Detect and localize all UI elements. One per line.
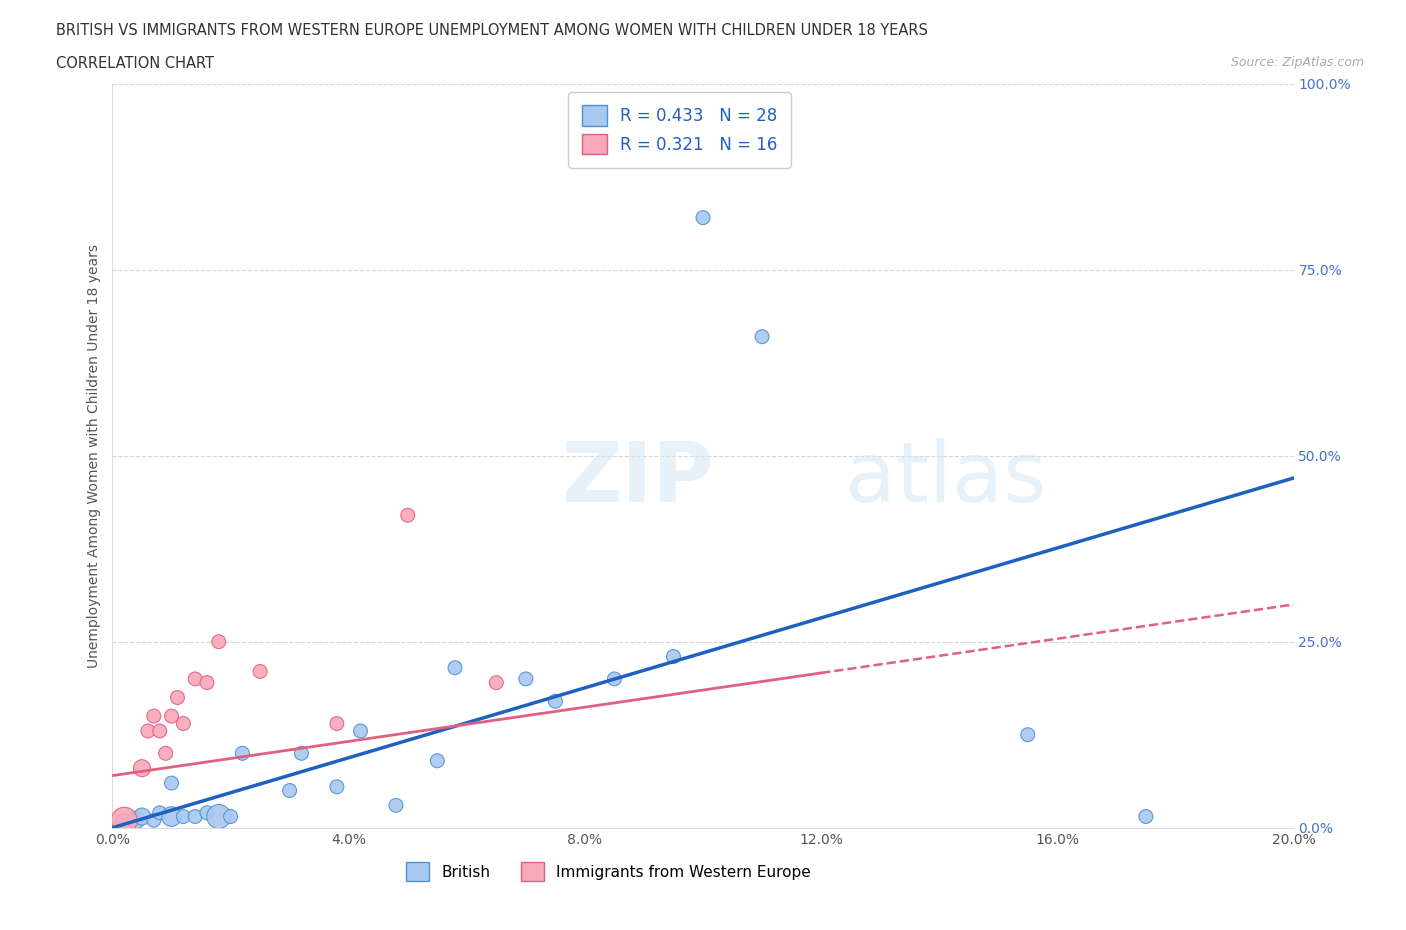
Point <box>112 817 135 831</box>
Point <box>112 813 135 828</box>
Legend: British, Immigrants from Western Europe: British, Immigrants from Western Europe <box>401 857 817 887</box>
Point <box>444 660 467 675</box>
Point <box>184 671 207 686</box>
Point <box>160 709 183 724</box>
Point <box>195 675 218 690</box>
Point <box>195 805 218 820</box>
Text: CORRELATION CHART: CORRELATION CHART <box>56 56 214 71</box>
Point <box>485 675 508 690</box>
Point <box>426 753 449 768</box>
Point <box>172 809 194 824</box>
Point <box>544 694 567 709</box>
Point <box>160 809 183 824</box>
Point <box>208 634 231 649</box>
Text: atlas: atlas <box>845 437 1046 519</box>
Point <box>278 783 301 798</box>
Text: ZIP: ZIP <box>561 437 714 519</box>
Point <box>349 724 371 738</box>
Point <box>160 776 183 790</box>
Text: BRITISH VS IMMIGRANTS FROM WESTERN EUROPE UNEMPLOYMENT AMONG WOMEN WITH CHILDREN: BRITISH VS IMMIGRANTS FROM WESTERN EUROP… <box>56 23 928 38</box>
Point <box>149 805 172 820</box>
Point <box>155 746 177 761</box>
Point <box>208 809 231 824</box>
Point <box>249 664 271 679</box>
Point <box>396 508 419 523</box>
Text: Source: ZipAtlas.com: Source: ZipAtlas.com <box>1230 56 1364 69</box>
Point <box>125 813 148 828</box>
Point <box>692 210 714 225</box>
Point <box>603 671 626 686</box>
Point <box>184 809 207 824</box>
Point <box>326 716 349 731</box>
Point <box>662 649 685 664</box>
Point <box>326 779 349 794</box>
Y-axis label: Unemployment Among Women with Children Under 18 years: Unemployment Among Women with Children U… <box>87 244 101 668</box>
Point <box>136 724 159 738</box>
Point <box>290 746 312 761</box>
Point <box>142 813 165 828</box>
Point <box>1017 727 1039 742</box>
Point <box>751 329 773 344</box>
Point <box>131 809 153 824</box>
Point <box>231 746 253 761</box>
Point <box>172 716 194 731</box>
Point <box>149 724 172 738</box>
Point <box>515 671 537 686</box>
Point <box>131 761 153 776</box>
Point <box>142 709 165 724</box>
Point <box>219 809 242 824</box>
Point <box>385 798 408 813</box>
Point <box>166 690 188 705</box>
Point <box>1135 809 1157 824</box>
